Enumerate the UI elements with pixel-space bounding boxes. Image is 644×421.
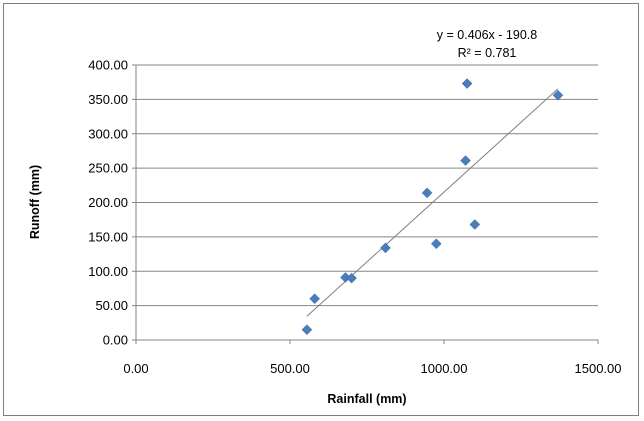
y-tick-label-6: 300.00 — [88, 126, 128, 141]
data-point-10 — [552, 89, 564, 101]
chart-frame — [3, 3, 639, 416]
y-tick-label-1: 50.00 — [95, 298, 128, 313]
y-tick-label-7: 350.00 — [88, 92, 128, 107]
x-tick-label-0: 0.00 — [123, 361, 148, 376]
x-axis-title: Rainfall (mm) — [327, 392, 406, 406]
data-point-7 — [460, 155, 471, 166]
x-tick-labels: 0.00 500.00 1000.00 1500.00 — [123, 340, 622, 376]
y-tick-label-8: 400.00 — [88, 58, 128, 73]
data-points — [301, 78, 564, 336]
y-axis-title: Runoff (mm) — [28, 165, 42, 239]
x-tick-label-3: 1500.00 — [575, 361, 622, 376]
y-tick-labels: 0.00 50.00 100.00 150.00 200.00 250.00 300.00 3… — [88, 58, 136, 348]
trendline-equation: y = 0.406x - 190.8 — [437, 28, 537, 42]
y-tick-label-4: 200.00 — [88, 195, 128, 210]
gridlines — [136, 64, 598, 307]
r-squared-label: R² = 0.781 — [458, 46, 517, 60]
y-tick-label-2: 100.00 — [88, 264, 128, 279]
data-point-5 — [421, 187, 433, 199]
y-tick-label-5: 250.00 — [88, 161, 128, 176]
data-point-4 — [380, 242, 391, 254]
y-tick-label-3: 150.00 — [88, 229, 128, 244]
data-point-0 — [301, 324, 313, 336]
x-tick-label-2: 1000.00 — [421, 361, 468, 376]
data-point-9 — [469, 219, 481, 230]
data-point-3 — [346, 272, 357, 284]
x-tick-label-1: 500.00 — [270, 361, 310, 376]
data-point-8 — [461, 78, 473, 89]
data-point-6 — [430, 238, 442, 250]
data-point-1 — [309, 293, 320, 305]
y-tick-label-0: 0.00 — [103, 333, 128, 348]
